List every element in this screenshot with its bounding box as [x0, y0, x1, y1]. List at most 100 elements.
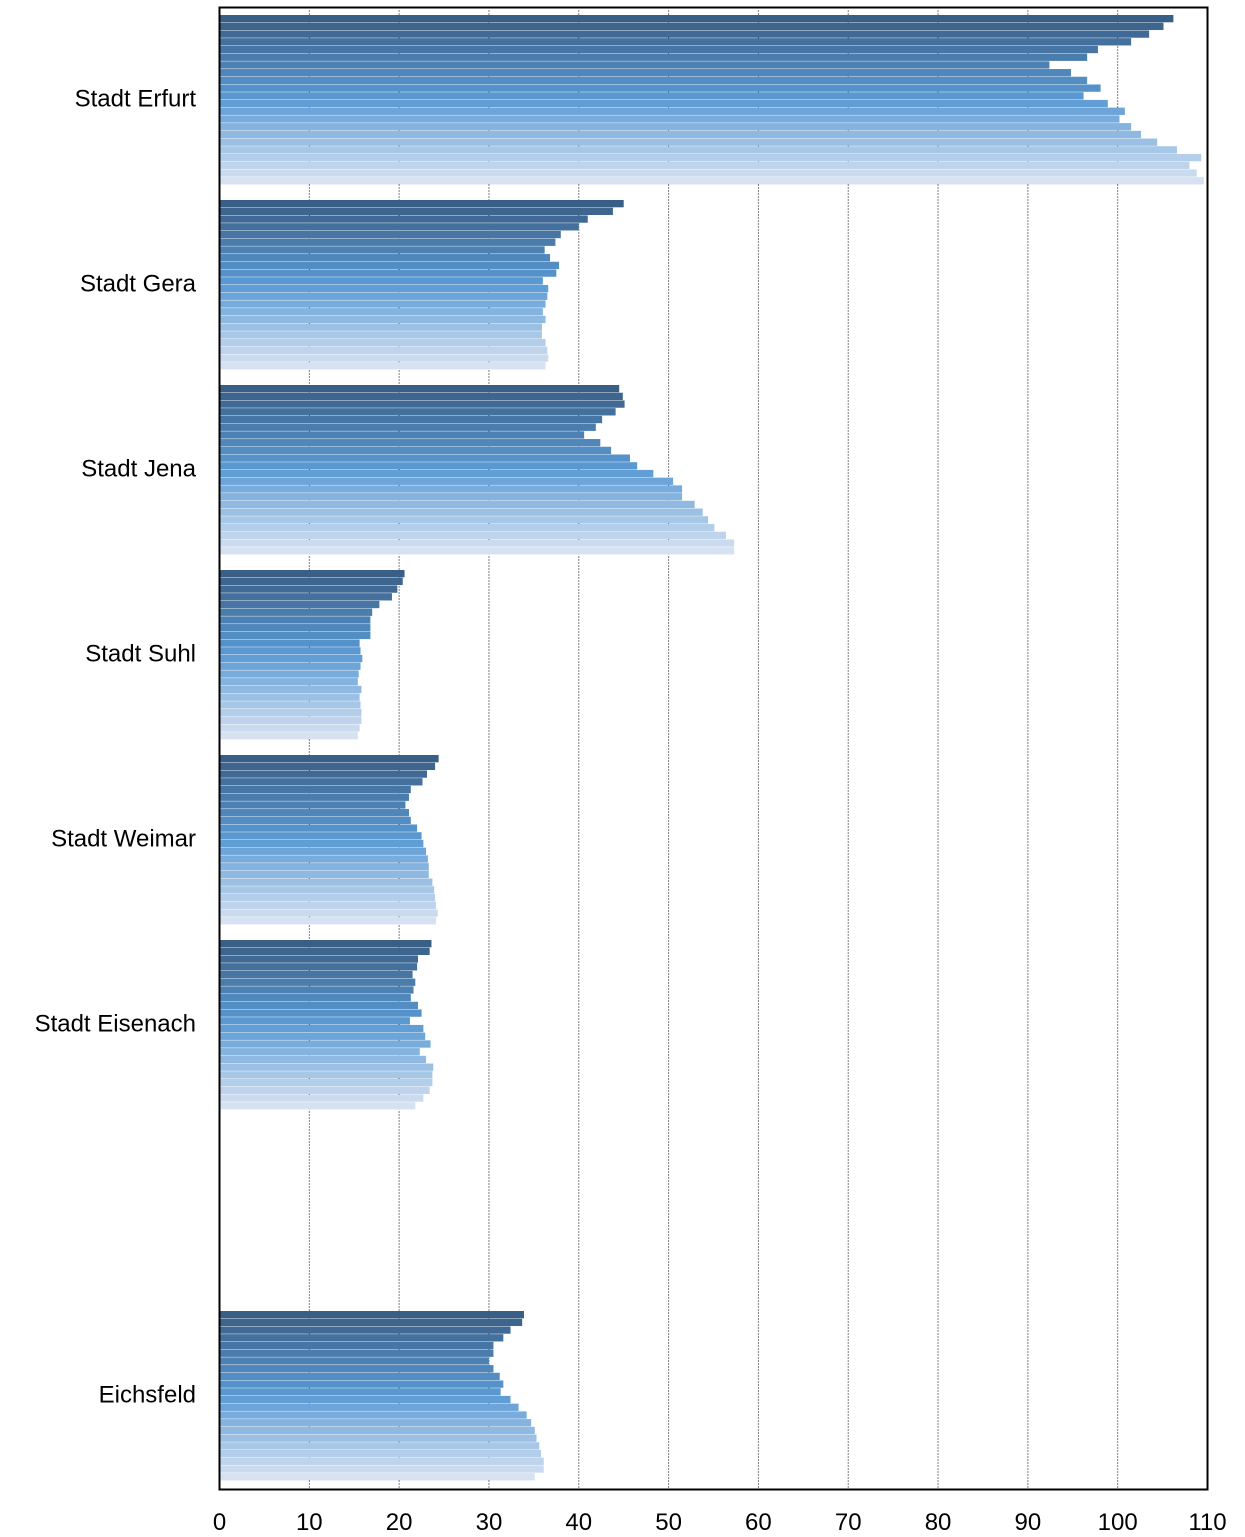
bar — [219, 1094, 424, 1102]
bar — [219, 685, 362, 694]
bar — [219, 508, 703, 516]
bar — [219, 755, 439, 763]
x-tick-label: 50 — [655, 1509, 682, 1536]
category-label: Stadt Gera — [80, 270, 197, 297]
bar — [219, 1465, 544, 1473]
bar — [219, 1017, 410, 1025]
bar — [219, 670, 359, 678]
category-label: Stadt Jena — [81, 455, 196, 482]
bar — [219, 354, 549, 362]
bar — [219, 446, 612, 455]
bar — [219, 809, 410, 817]
bar — [219, 678, 358, 686]
x-tick-label: 90 — [1015, 1509, 1042, 1536]
bar — [219, 22, 1164, 31]
bar — [219, 277, 543, 285]
bar — [219, 654, 363, 663]
x-tick-label: 100 — [1098, 1509, 1138, 1536]
bar — [219, 485, 683, 493]
bar — [219, 300, 546, 308]
bar — [219, 1442, 540, 1450]
bar — [219, 331, 542, 339]
x-tick-label: 0 — [213, 1509, 226, 1536]
bar — [219, 246, 545, 254]
bar — [219, 1403, 519, 1411]
bar-group-stadt-gera — [219, 200, 624, 370]
bar — [219, 531, 727, 539]
bar — [219, 955, 418, 963]
bar — [219, 1071, 433, 1079]
bar — [219, 84, 1101, 92]
bar — [219, 1411, 527, 1419]
bar — [219, 577, 403, 586]
bar — [219, 708, 362, 717]
bar — [219, 1434, 537, 1442]
bar — [219, 547, 735, 555]
bar — [219, 585, 398, 593]
bar — [219, 1357, 489, 1365]
bar — [219, 223, 579, 231]
bar — [219, 1365, 494, 1373]
bar — [219, 400, 625, 408]
bar — [219, 824, 418, 832]
bar — [219, 901, 436, 909]
bar — [219, 323, 542, 331]
bar — [219, 107, 1125, 115]
bar — [219, 1419, 532, 1427]
bar-group-stadt-erfurt — [219, 15, 1204, 185]
bar — [219, 230, 561, 239]
bar — [219, 839, 424, 848]
bar — [219, 469, 654, 478]
bar — [219, 99, 1108, 108]
bar — [219, 1372, 500, 1381]
bar — [219, 385, 620, 393]
bar — [219, 69, 1071, 77]
bar — [219, 816, 411, 825]
bar — [219, 701, 361, 709]
plot-frame — [218, 6, 1209, 1491]
bar — [219, 1318, 523, 1327]
bar-group-stadt-weimar — [219, 755, 439, 925]
bar — [219, 1032, 426, 1040]
bar — [219, 1380, 504, 1388]
category-label: Stadt Weimar — [51, 825, 196, 852]
bar — [219, 1395, 511, 1404]
category-label: Stadt Erfurt — [75, 85, 197, 112]
bar — [219, 1024, 424, 1033]
bar — [219, 785, 411, 794]
x-tick-label: 60 — [745, 1509, 772, 1536]
bar — [219, 1326, 511, 1334]
bar — [219, 947, 430, 956]
bar — [219, 315, 546, 324]
x-tick-label: 110 — [1188, 1509, 1226, 1536]
bar — [219, 431, 585, 439]
bar — [219, 716, 362, 724]
bar — [219, 1449, 542, 1458]
bar — [219, 1334, 504, 1342]
bar — [219, 1311, 524, 1319]
x-tick-label: 80 — [925, 1509, 952, 1536]
bar — [219, 45, 1098, 54]
bar — [219, 238, 556, 246]
x-axis-tick-labels: 0 10 20 30 40 50 60 70 80 90 100 110 — [213, 1509, 1227, 1536]
bar — [219, 600, 380, 609]
bar — [219, 647, 361, 655]
bar — [219, 986, 414, 994]
bar — [219, 308, 543, 316]
bar — [219, 362, 546, 370]
bar — [219, 909, 438, 917]
bar — [219, 639, 360, 647]
bar — [219, 940, 432, 948]
bar — [219, 1040, 431, 1048]
bar — [219, 539, 735, 547]
bar — [219, 338, 546, 347]
bar — [219, 161, 1190, 169]
bar — [219, 878, 433, 886]
bar — [219, 462, 638, 470]
bar — [219, 847, 427, 855]
gridlines — [308, 7, 1119, 1490]
bar — [219, 886, 435, 894]
bar-group-stadt-suhl — [219, 570, 405, 740]
bar — [219, 130, 1142, 139]
